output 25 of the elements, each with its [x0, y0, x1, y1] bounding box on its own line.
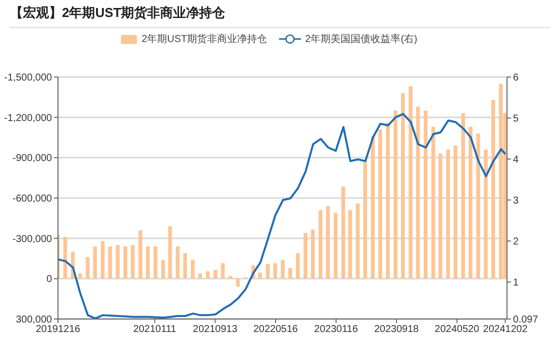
- y2-tick-label: 3: [513, 196, 519, 207]
- x-tick-label: 20210913: [192, 324, 238, 336]
- legend-label: 2年期美国国债收益率(右): [304, 32, 418, 46]
- y2-tick-label: 6: [513, 72, 519, 84]
- y-tick-label: -600,000: [12, 194, 52, 205]
- y-tick-label: -1,200,000: [4, 112, 52, 124]
- x-tick-label: 20191216: [36, 324, 81, 336]
- x-tick-label: 20220516: [253, 324, 298, 336]
- x-tick-label: 20230116: [314, 324, 358, 336]
- chart-title: 【宏观】2年期UST期货非商业净持仓: [10, 4, 226, 22]
- y-tick-label: -1,500,000: [4, 72, 52, 84]
- y2-tick-label: 1: [513, 278, 519, 289]
- x-tick-label: 20230918: [374, 324, 420, 336]
- x-tick-label: 20240520: [434, 324, 480, 336]
- y2-tick-label: 2: [513, 236, 519, 248]
- y2-tick-label: 4: [513, 154, 519, 166]
- y-tick-label: 0: [46, 274, 52, 286]
- y-tick-label: -300,000: [12, 234, 52, 245]
- x-tick-label: 20210111: [133, 324, 177, 336]
- y-tick-label: -900,000: [12, 153, 52, 164]
- y2-tick-label: 5: [513, 114, 519, 125]
- y2-tick-label: 0.097: [513, 314, 538, 326]
- legend-label: 2年期UST期货非商业净持仓: [140, 32, 268, 46]
- y-tick-label: 300,000: [16, 314, 52, 326]
- x-tick-label: 20241202: [483, 324, 528, 336]
